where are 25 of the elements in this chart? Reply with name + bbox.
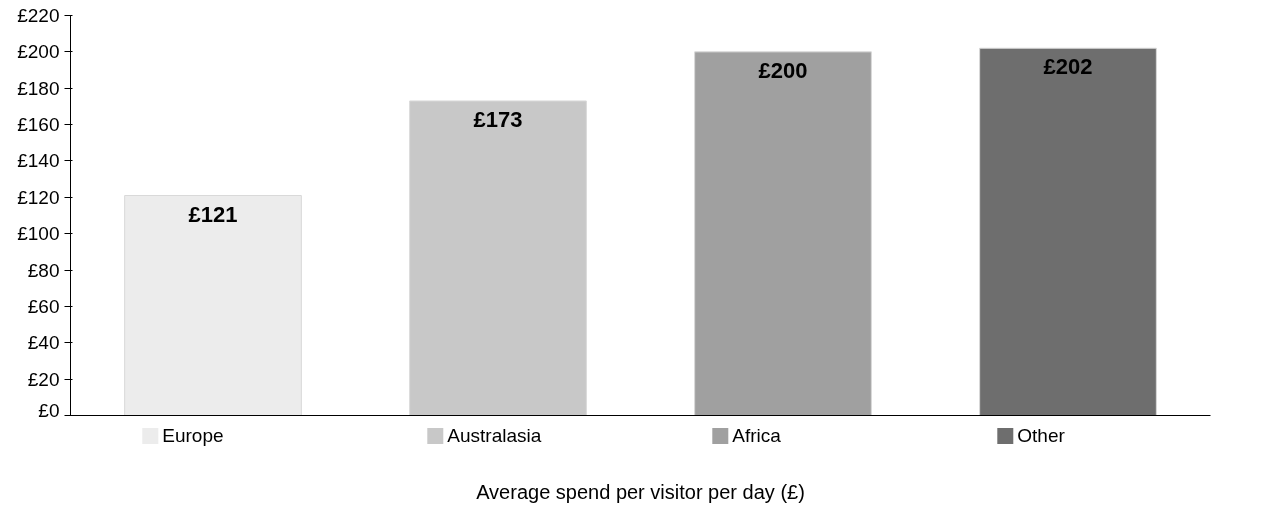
legend-label: Africa	[732, 425, 782, 447]
y-tick-label: £220	[17, 5, 60, 26]
y-tick-label: £100	[17, 223, 60, 245]
text: £173	[473, 106, 523, 132]
y-tick-label: £160	[17, 114, 60, 136]
bar	[694, 51, 872, 416]
text: £121	[188, 201, 238, 227]
text: £202	[1043, 54, 1093, 80]
y-tick-label: £80	[27, 259, 60, 281]
legend-label: Other	[1017, 425, 1066, 447]
y-tick-label: £20	[27, 368, 60, 390]
legend-label: Australasia	[447, 425, 542, 447]
x-axis-title: Average spend per visitor per day (£)	[476, 480, 805, 503]
y-tick-label: £0	[38, 399, 60, 421]
y-tick-label: £40	[27, 332, 60, 354]
y-tick-label: £200	[17, 41, 60, 63]
bar	[979, 47, 1157, 416]
y-tick-label: £140	[17, 150, 60, 172]
legend-label: Europe	[162, 425, 224, 447]
bar	[409, 100, 587, 416]
y-tick-label: £180	[17, 77, 60, 99]
text: £200	[758, 57, 808, 83]
bar	[124, 195, 302, 416]
y-tick-label: £120	[17, 186, 60, 208]
y-tick-label: £60	[27, 295, 60, 317]
